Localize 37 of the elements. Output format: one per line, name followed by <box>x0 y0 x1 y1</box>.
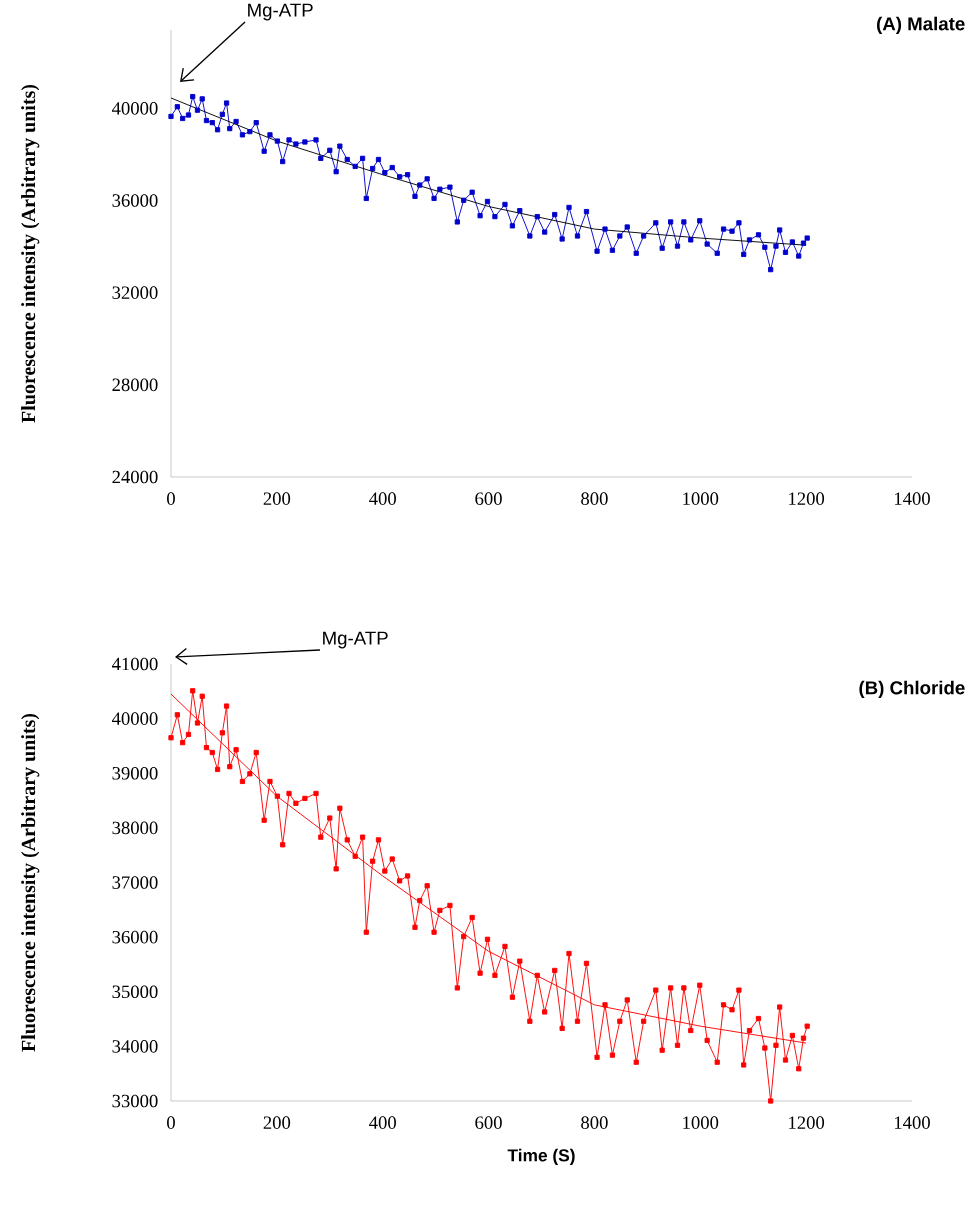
y-tick-label: 34000 <box>112 1040 158 1053</box>
y-axis-title: Fluorescence intensity (Arbitrary units) <box>21 713 40 1052</box>
text: Mg-ATP <box>248 3 313 21</box>
x-tick-label: 1400 <box>894 492 930 505</box>
y-tick-label: 28000 <box>112 378 158 392</box>
x-tick-label: 200 <box>263 492 291 505</box>
y-tick-label: 39000 <box>112 766 158 780</box>
y-tick-label: 41000 <box>111 657 158 671</box>
x-tick-label: 600 <box>475 492 502 505</box>
y-tick-label: 24000 <box>112 470 158 484</box>
y-tick-label: 36000 <box>112 930 158 944</box>
x-tick-label: 0 <box>167 1116 175 1129</box>
x-tick-label: 1200 <box>789 1116 825 1129</box>
y-tick-label: 40000 <box>111 102 158 115</box>
text: (B) Chloride <box>859 680 965 699</box>
y-axis-title: Fluorescence intensity (Arbitrary units) <box>21 84 40 423</box>
x-tick-label: 1400 <box>894 1116 930 1129</box>
y-tick-label: 37000 <box>112 876 158 889</box>
y-tick-label: 40000 <box>111 712 158 725</box>
x-tick-label: 600 <box>475 1116 502 1129</box>
y-tick-label: 32000 <box>112 286 158 299</box>
x-tick-label: 0 <box>167 492 175 505</box>
x-tick-label: 1000 <box>683 1116 719 1129</box>
x-tick-label: 1200 <box>789 492 825 505</box>
x-tick-label: 1000 <box>683 492 719 505</box>
x-tick-label: 200 <box>263 1116 291 1129</box>
y-tick-label: 36000 <box>112 194 158 207</box>
y-tick-label: 33000 <box>112 1094 158 1108</box>
chart-title: (A) Malate <box>877 16 965 35</box>
text: Mg-ATP <box>323 631 388 649</box>
x-tick-label: 800 <box>581 1116 608 1129</box>
y-tick-label: 38000 <box>112 821 158 835</box>
x-tick-label: 400 <box>369 1116 396 1129</box>
x-tick-label: 800 <box>581 492 608 505</box>
x-axis-title: Time (S) <box>507 1148 575 1165</box>
x-tick-label: 400 <box>369 492 396 505</box>
y-tick-label: 35000 <box>112 985 158 999</box>
